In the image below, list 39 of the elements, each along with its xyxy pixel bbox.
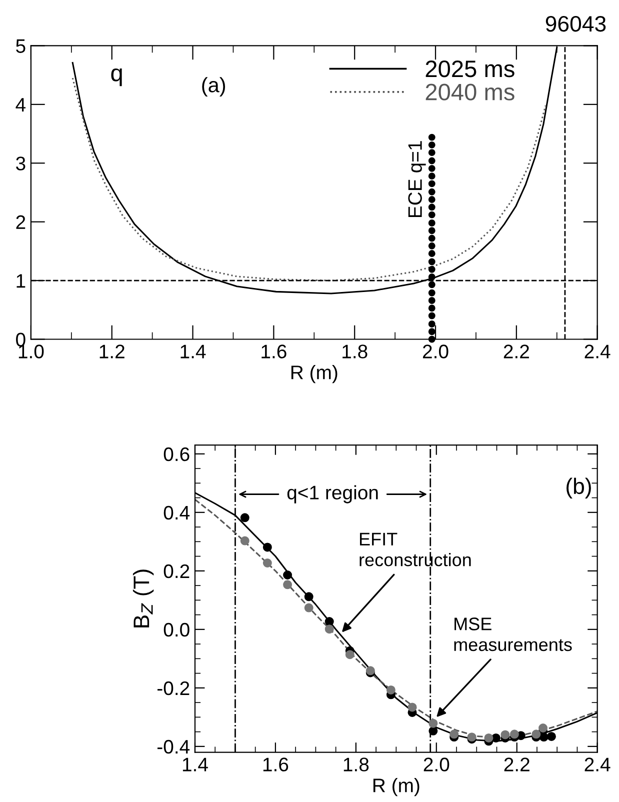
text: 96043 [546, 16, 606, 32]
y-tick-label: 0.4 [164, 506, 190, 520]
x-tick-label: 1.8 [344, 758, 369, 772]
y-tick-label: 0.2 [164, 564, 190, 578]
y-tick-label: 0.6 [164, 447, 190, 462]
x-tick-label: 1.2 [100, 344, 124, 358]
annotation: q<1 region [287, 485, 378, 504]
text: ECE q=1 [408, 141, 426, 218]
y-tick-label: 1 [16, 274, 26, 288]
y-axis-title: B$_{Z}$ (T) [132, 570, 154, 628]
x-tick-label: 1.0 [18, 344, 44, 358]
annotation: MSE measurements [454, 618, 572, 652]
x-tick-label: 1.6 [262, 344, 286, 358]
x-tick-label: 2.0 [422, 344, 448, 358]
y-tick-label: 0 [16, 332, 26, 346]
y-tick-label: 4 [16, 98, 26, 112]
x-axis-title: R (m) [291, 365, 338, 384]
x-tick-label: 1.4 [182, 758, 208, 772]
y-tick-label: -0.4 [157, 740, 190, 754]
y-tick-label: 2 [16, 215, 26, 229]
legend-label: 2025 ms [426, 60, 514, 78]
x-tick-label: 2.0 [424, 758, 450, 772]
annotation: (a) [202, 77, 226, 97]
x-axis-title: R (m) [373, 778, 420, 796]
x-tick-label: 2.4 [584, 758, 610, 772]
x-tick-label: 1.6 [263, 758, 288, 772]
annotation: q [111, 68, 122, 86]
x-tick-label: 2.2 [504, 758, 530, 772]
y-tick-label: -0.2 [157, 681, 190, 696]
annotation: EFIT reconstruction [360, 532, 471, 566]
legend-label: 2040 ms [426, 84, 514, 100]
y-tick-label: 3 [16, 156, 26, 170]
x-tick-label: 1.4 [180, 344, 206, 358]
y-tick-label: 0.0 [164, 622, 190, 637]
annotation: (b) [566, 478, 591, 498]
x-tick-label: 2.4 [584, 344, 610, 358]
x-tick-label: 1.8 [342, 344, 368, 358]
x-tick-label: 2.2 [504, 344, 529, 358]
y-tick-label: 5 [16, 39, 26, 53]
